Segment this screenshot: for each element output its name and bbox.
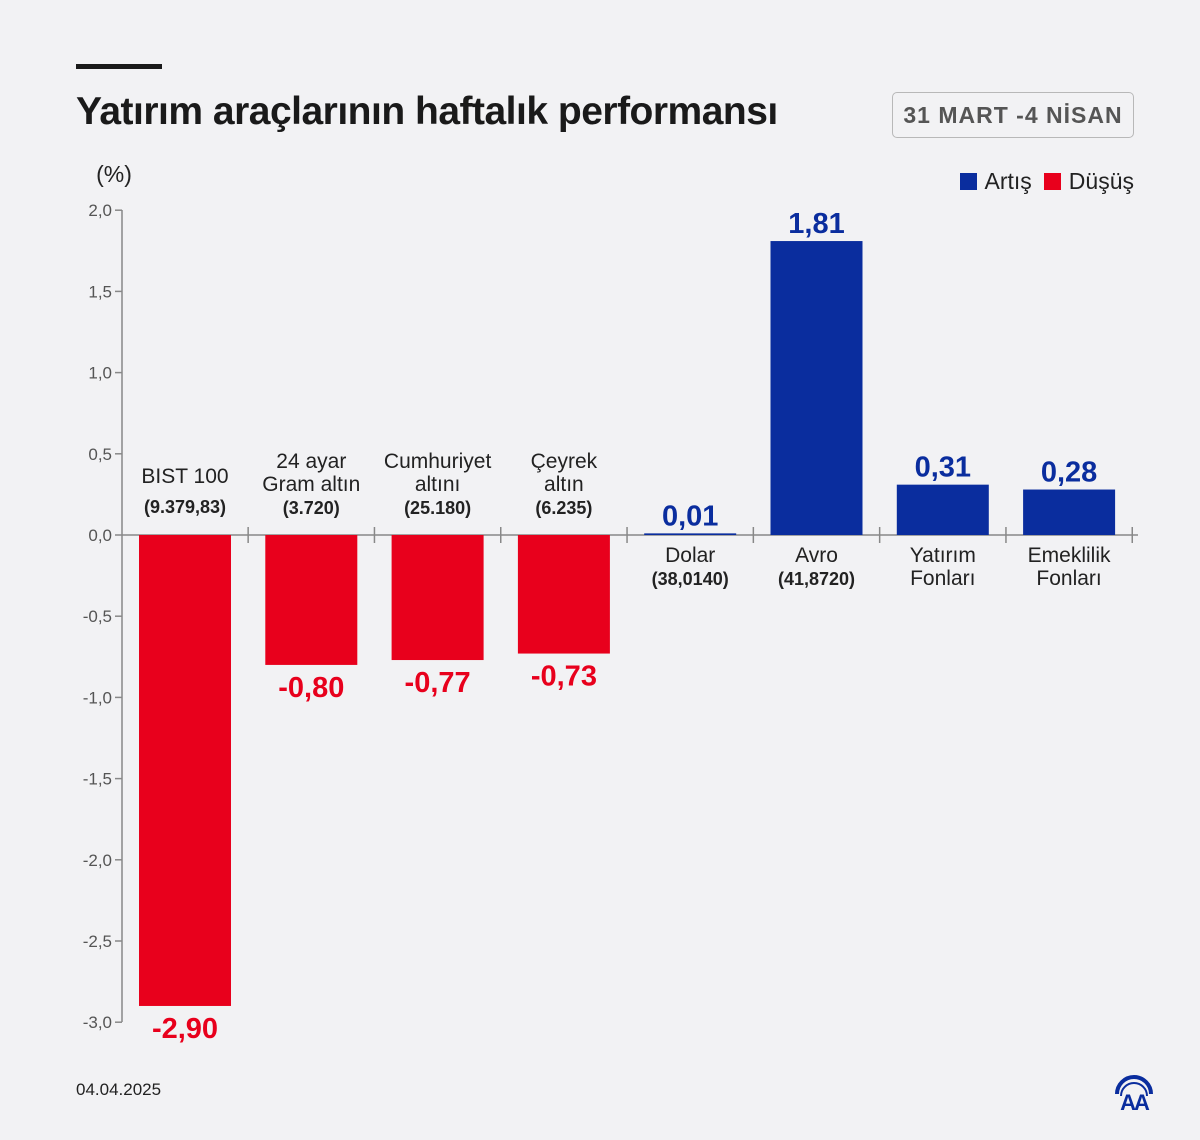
category-label: Emeklilik (1028, 544, 1111, 567)
y-tick-label: -3,0 (83, 1013, 112, 1032)
bar (1023, 489, 1116, 535)
y-tick-label: -2,5 (83, 932, 112, 951)
category-label: Gram altın (262, 473, 360, 496)
legend-item-increase: Artış (959, 168, 1032, 195)
legend-swatch-increase (959, 173, 977, 190)
category-label: (3.720) (283, 498, 340, 518)
category-label: (38,0140) (652, 569, 729, 589)
y-tick-label: 1,0 (88, 364, 112, 383)
data-label: -0,73 (531, 661, 597, 693)
category-label: Fonları (910, 567, 975, 590)
category-label: altın (544, 473, 584, 496)
category-label: (6.235) (535, 498, 592, 518)
y-axis-label: (%) (96, 161, 132, 187)
data-label: 1,81 (788, 208, 844, 240)
y-tick-label: 1,5 (88, 282, 112, 301)
category-label: BIST 100 (141, 465, 228, 488)
data-label: -0,80 (278, 672, 344, 704)
bar (139, 535, 231, 1006)
bar (896, 484, 989, 535)
bar (644, 533, 737, 535)
category-label: altını (415, 473, 461, 496)
chart-title: Yatırım araçlarının haftalık performansı (76, 90, 778, 133)
category-label: Çeyrek (531, 450, 598, 473)
category-label: (25.180) (404, 498, 471, 518)
y-tick-label: 0,0 (88, 526, 112, 545)
category-label: Fonları (1036, 567, 1101, 590)
legend-label-decrease: Düşüş (1068, 168, 1134, 194)
y-tick-label: 2,0 (88, 201, 112, 220)
y-tick-label: -1,5 (83, 770, 112, 789)
category-label: Cumhuriyet (384, 450, 492, 473)
data-label: -0,77 (405, 667, 471, 699)
aa-logo-icon: AA (1115, 1075, 1153, 1112)
legend-item-decrease: Düşüş (1043, 168, 1134, 195)
bar (770, 241, 863, 535)
footer-date: 04.04.2025 (76, 1080, 162, 1099)
bar (265, 535, 358, 665)
data-label: 0,31 (915, 452, 971, 484)
category-label: Dolar (665, 544, 715, 567)
y-tick-label: -1,0 (83, 688, 112, 707)
date-range-badge: 31 MART -4 NİSAN (892, 92, 1134, 138)
data-label: -2,90 (152, 1013, 218, 1045)
legend: Artış Düşüş (954, 168, 1134, 195)
data-label: 0,01 (662, 500, 718, 532)
svg-text:AA: AA (1120, 1090, 1150, 1112)
y-tick-label: -2,0 (83, 851, 112, 870)
bar (391, 535, 484, 661)
data-label: 0,28 (1041, 457, 1097, 489)
category-label: Avro (795, 544, 838, 567)
y-tick-label: 0,5 (88, 445, 112, 464)
title-accent-bar (76, 64, 162, 69)
category-label: (9.379,83) (144, 497, 226, 517)
category-label: 24 ayar (276, 450, 346, 473)
bar (517, 535, 610, 654)
category-label: (41,8720) (778, 569, 855, 589)
y-tick-label: -0,5 (83, 607, 112, 626)
category-label: Yatırım (910, 544, 976, 567)
legend-label-increase: Artış (984, 168, 1032, 194)
legend-swatch-decrease (1043, 173, 1061, 190)
